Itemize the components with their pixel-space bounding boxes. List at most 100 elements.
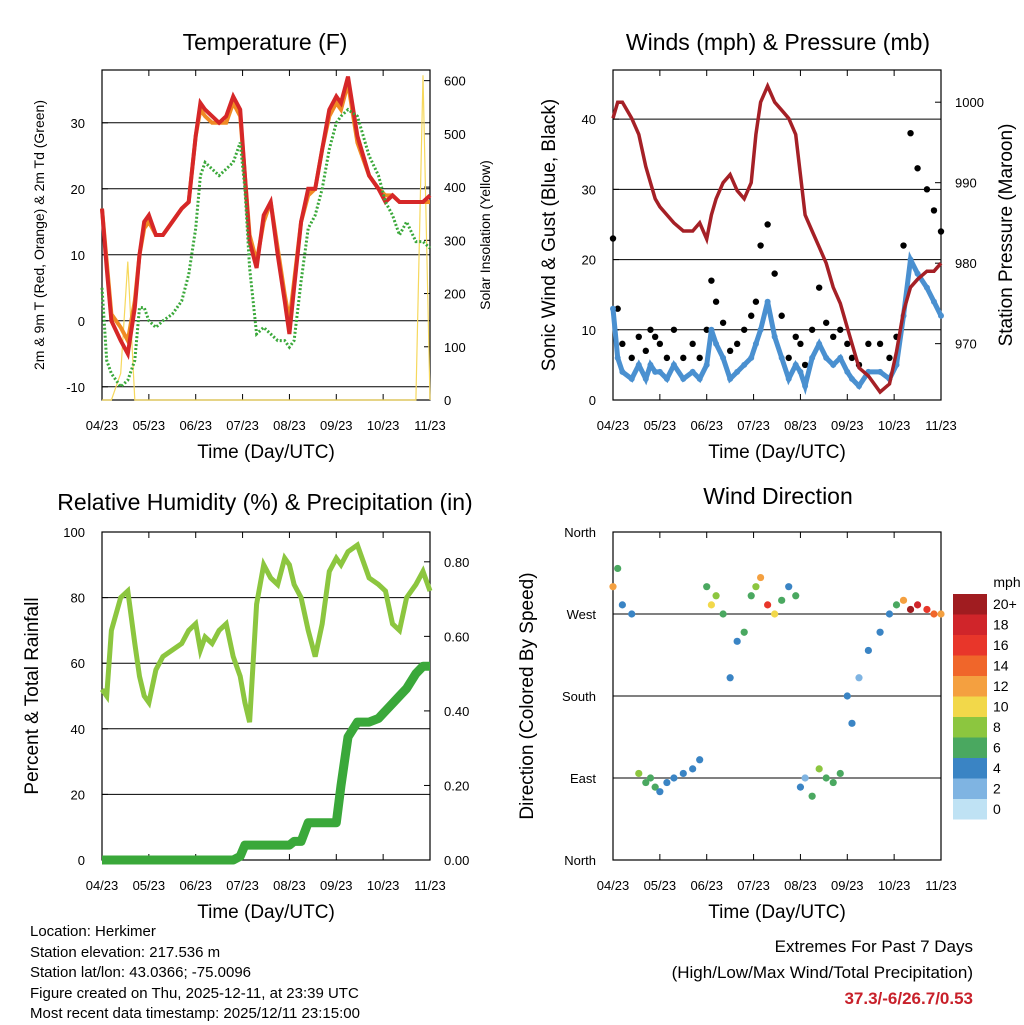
direction-point xyxy=(679,769,687,778)
humidity-ytick-right-label: 0.40 xyxy=(444,704,469,719)
direction-point xyxy=(792,592,800,600)
solar-insolation-line xyxy=(102,75,431,401)
sonic-wind-point xyxy=(856,382,862,389)
temperature-xtick-label: 05/23 xyxy=(133,418,166,433)
winds-ytick-label: 20 xyxy=(582,253,596,268)
sonic-wind-point xyxy=(734,368,741,375)
gust-point xyxy=(703,326,710,333)
colorbar-swatch xyxy=(953,717,987,738)
temperature-xlabel: Time (Day/UTC) xyxy=(197,442,335,463)
direction-point xyxy=(747,592,755,600)
direction-colorbar: mph 20+ 18 16 14 12 10 8 6 4 2 0 xyxy=(953,574,1021,820)
humidity-title: Relative Humidity (%) & Precipitation (i… xyxy=(57,489,472,515)
gust-point xyxy=(830,333,837,341)
direction-point xyxy=(836,769,844,778)
gust-point xyxy=(757,242,764,249)
direction-point xyxy=(663,778,671,787)
winds-ytick-right-label: 980 xyxy=(955,256,977,271)
direction-ytick-label: West xyxy=(567,607,597,622)
gust-point xyxy=(628,354,635,362)
colorbar-swatch xyxy=(953,799,987,820)
direction-point xyxy=(757,573,765,582)
sonic-wind-point xyxy=(792,361,799,368)
gust-point xyxy=(923,186,931,193)
sonic-wind-point xyxy=(907,256,914,263)
winds-xlabel: Time (Day/UTC) xyxy=(708,442,846,463)
gust-point xyxy=(907,129,914,137)
colorbar-label: 12 xyxy=(993,678,1009,694)
direction-point xyxy=(752,583,760,591)
gust-point xyxy=(930,207,938,214)
temperature-ytick-right-label: 100 xyxy=(444,340,466,355)
sonic-wind-point xyxy=(877,368,884,375)
direction-point xyxy=(848,719,856,727)
gust-point xyxy=(865,340,872,348)
sonic-wind-point xyxy=(837,354,844,361)
direction-point xyxy=(764,601,772,609)
humidity-xtick-label: 08/23 xyxy=(273,878,306,893)
sonic-wind-point xyxy=(816,340,823,347)
sonic-wind-point xyxy=(848,375,855,382)
temperature-ytick-label: -10 xyxy=(66,380,85,395)
temperature-ytick-right-label: 300 xyxy=(444,233,466,248)
direction-point xyxy=(614,564,622,573)
sonic-wind-point xyxy=(642,375,649,382)
temperature-ytick-right-label: 200 xyxy=(444,287,466,302)
gust-point xyxy=(614,305,621,312)
temperature-ytick-right-label: 0 xyxy=(444,393,451,408)
direction-point xyxy=(703,583,711,591)
colorbar-swatch xyxy=(953,737,987,758)
gust-point xyxy=(876,340,884,348)
direction-point xyxy=(829,778,837,787)
humidity-xtick-label: 11/23 xyxy=(414,878,446,893)
direction-point xyxy=(618,601,626,609)
winds-ytick-label: 10 xyxy=(582,323,596,338)
colorbar-swatch xyxy=(953,655,987,676)
winds-xtick-label: 10/23 xyxy=(878,418,911,433)
sonic-wind-point xyxy=(689,368,696,375)
winds-ytick-label: 40 xyxy=(582,112,596,127)
colorbar-label: 6 xyxy=(993,740,1001,756)
colorbar-label: 2 xyxy=(993,781,1001,797)
winds-xtick-label: 08/23 xyxy=(784,418,817,433)
humidity-xtick-label: 05/23 xyxy=(133,878,166,893)
gust-point xyxy=(656,340,664,348)
direction-point xyxy=(892,601,901,609)
direction-point xyxy=(646,774,655,782)
direction-xtick-label: 09/23 xyxy=(831,878,864,893)
pressure-line xyxy=(611,81,943,395)
sonic-wind-point xyxy=(614,354,621,361)
sonic-wind-point xyxy=(708,326,715,333)
humidity-ytick-label: 60 xyxy=(71,656,85,671)
winds-ytick-right-label: 970 xyxy=(955,337,977,352)
gust-point xyxy=(619,340,626,348)
humidity-line xyxy=(99,541,433,723)
sonic-wind-point xyxy=(764,298,771,305)
temperature-frame xyxy=(101,69,431,401)
direction-point xyxy=(726,674,734,682)
direction-point xyxy=(855,674,863,682)
temp-2m-line xyxy=(100,76,432,361)
temperature-xtick-label: 04/23 xyxy=(86,418,119,433)
colorbar-label: 8 xyxy=(993,719,1001,735)
winds-ytick-right-label: 990 xyxy=(955,176,977,191)
direction-point xyxy=(930,610,938,618)
sonic-wind-point xyxy=(778,354,785,361)
winds-xtick-label: 11/23 xyxy=(925,418,957,433)
sonic-wind-point xyxy=(771,333,778,340)
sonic-wind-point xyxy=(938,312,944,319)
direction-point xyxy=(801,774,809,782)
colorbar-label: 14 xyxy=(993,658,1009,674)
direction-point xyxy=(609,583,617,591)
gust-point xyxy=(792,333,799,341)
temperature-ytick-right-label: 400 xyxy=(444,180,466,195)
direction-point xyxy=(923,605,931,614)
sonic-wind-point xyxy=(727,375,734,382)
colorbar-label: 0 xyxy=(993,801,1001,817)
sonic-wind-point xyxy=(844,368,851,375)
direction-point xyxy=(843,692,851,700)
direction-point xyxy=(628,610,636,618)
extremes-value: 37.3/-6/26.7/0.53 xyxy=(844,989,973,1008)
colorbar-label: 20+ xyxy=(993,596,1017,612)
sonic-wind-point xyxy=(647,361,654,368)
